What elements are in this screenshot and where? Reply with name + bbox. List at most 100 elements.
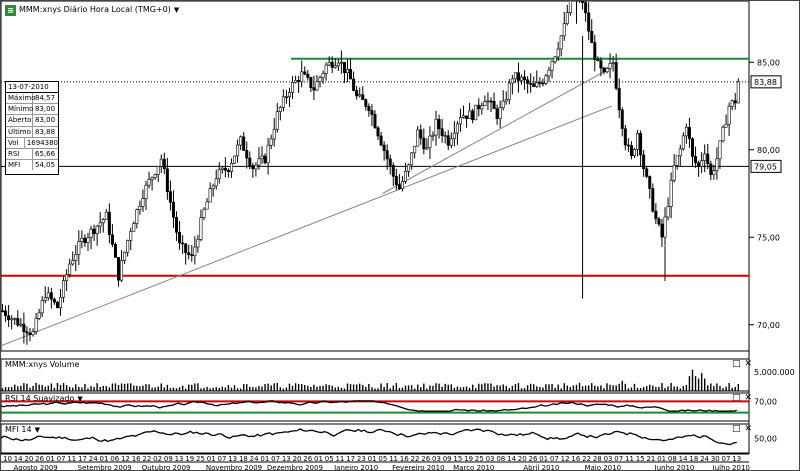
minimize-icon[interactable]: □ xyxy=(732,424,741,434)
candle-body xyxy=(135,209,139,224)
volume-panel-title: MMM:xnys Volume xyxy=(5,360,80,369)
candle-body xyxy=(324,64,328,74)
candle-body xyxy=(373,114,377,129)
x-month-label: Dezembro 2009 xyxy=(267,464,323,471)
candle-body xyxy=(104,211,108,220)
dropdown-arrow-icon[interactable]: ▼ xyxy=(173,6,180,14)
x-day-label: 20 xyxy=(518,455,527,463)
candle-body xyxy=(706,153,710,165)
candle-body xyxy=(165,168,169,192)
candle-body xyxy=(315,81,319,91)
candle-body xyxy=(175,216,179,233)
dropdown-arrow-icon[interactable]: ▼ xyxy=(34,426,40,434)
candle-body xyxy=(550,61,554,71)
close-icon[interactable]: ✕ xyxy=(744,393,753,403)
candle-body xyxy=(614,62,618,89)
candle-body xyxy=(413,145,417,154)
candle-body xyxy=(260,155,264,160)
rsi-panel-frame xyxy=(1,392,750,422)
info-label: Aberto xyxy=(8,115,33,126)
mfi-panel-frame xyxy=(1,423,750,454)
candle-body xyxy=(666,206,670,218)
candle-body xyxy=(199,217,203,240)
candle-body xyxy=(178,232,182,244)
candle-body xyxy=(611,62,615,64)
x-day-label: 07 xyxy=(217,455,226,463)
x-day-label: 20 xyxy=(293,455,302,463)
candle-body xyxy=(37,312,41,319)
candle-body xyxy=(181,242,185,245)
candle-body xyxy=(193,246,197,256)
candle-body xyxy=(251,165,255,170)
candle-body xyxy=(80,237,84,242)
candle-body xyxy=(654,210,658,220)
rsi-panel-header[interactable]: RSI 14 Suavizado ▼ xyxy=(5,393,83,405)
info-row-last: Último 83,88 xyxy=(6,126,58,138)
candle-body xyxy=(71,260,75,265)
info-row-low: Mínimo 83,00 xyxy=(6,104,58,116)
x-day-label: 08 xyxy=(496,455,505,463)
info-panel: 13-07-2010 Máximo 84,57 Mínimo 83,00 Abe… xyxy=(5,81,59,175)
candle-body xyxy=(62,280,66,298)
candle-body xyxy=(10,318,14,321)
candle-body xyxy=(632,149,636,157)
candle-body xyxy=(370,110,374,115)
x-day-label: 19 xyxy=(464,455,473,463)
candle-body xyxy=(736,81,740,104)
candle-body xyxy=(52,298,56,303)
candle-body xyxy=(123,251,127,261)
candle-body xyxy=(462,115,466,118)
candle-body xyxy=(727,106,731,125)
candle-body xyxy=(40,300,44,314)
candle-body xyxy=(712,170,716,176)
candle-body xyxy=(275,111,279,130)
x-day-label: 03 xyxy=(432,455,441,463)
info-value: 83,00 xyxy=(35,105,56,114)
x-day-label: 15 xyxy=(636,455,645,463)
candle-body xyxy=(617,88,621,111)
mfi-tick-label: 50,00 xyxy=(754,435,777,444)
candle-body xyxy=(355,90,359,97)
x-month-label: Abril 2010 xyxy=(523,464,559,471)
candle-body xyxy=(239,136,243,146)
candle-body xyxy=(629,145,633,157)
x-month-label: Março 2010 xyxy=(453,464,494,471)
minimize-icon[interactable]: □ xyxy=(732,359,741,369)
dropdown-arrow-icon[interactable]: ▼ xyxy=(77,395,83,403)
candle-body xyxy=(700,160,704,167)
candle-body xyxy=(349,69,353,80)
x-day-label: 14 xyxy=(14,455,23,463)
minimize-icon[interactable]: □ xyxy=(732,393,741,403)
candle-body xyxy=(636,133,640,150)
x-day-label: 11 xyxy=(67,455,76,463)
info-value: 84,57 xyxy=(35,94,56,102)
mfi-panel-title: MFI 14 xyxy=(5,425,32,434)
candle-body xyxy=(520,76,524,81)
candle-body xyxy=(697,162,701,167)
info-value: 54,05 xyxy=(35,161,56,170)
candle-body xyxy=(269,138,273,146)
volume-panel-header[interactable]: MMM:xnys Volume xyxy=(5,359,79,371)
candle-body xyxy=(474,104,478,121)
candle-body xyxy=(4,310,8,317)
candle-body xyxy=(379,135,383,146)
close-icon[interactable]: ✕ xyxy=(744,424,753,434)
price-label-box xyxy=(750,75,782,89)
x-day-label: 20 xyxy=(24,455,33,463)
x-day-label: 03 xyxy=(486,455,495,463)
window-title-bar[interactable]: ≡ MMM:xnys Diário Hora Local (TMG+0) ▼ xyxy=(5,3,179,17)
candle-body xyxy=(587,12,591,32)
x-day-label: 13 xyxy=(732,455,741,463)
candle-body xyxy=(498,107,502,119)
close-icon[interactable]: ✕ xyxy=(744,359,753,369)
candle-body xyxy=(608,62,612,69)
candle-body xyxy=(257,158,261,166)
candle-body xyxy=(407,164,411,172)
candle-body xyxy=(602,67,606,73)
candle-body xyxy=(16,318,20,326)
candle-body xyxy=(214,178,218,187)
candle-body xyxy=(620,109,624,130)
y-tick-label: 75,00 xyxy=(757,233,780,242)
mfi-panel-header[interactable]: MFI 14 ▼ xyxy=(5,424,40,436)
candle-body xyxy=(159,158,163,167)
